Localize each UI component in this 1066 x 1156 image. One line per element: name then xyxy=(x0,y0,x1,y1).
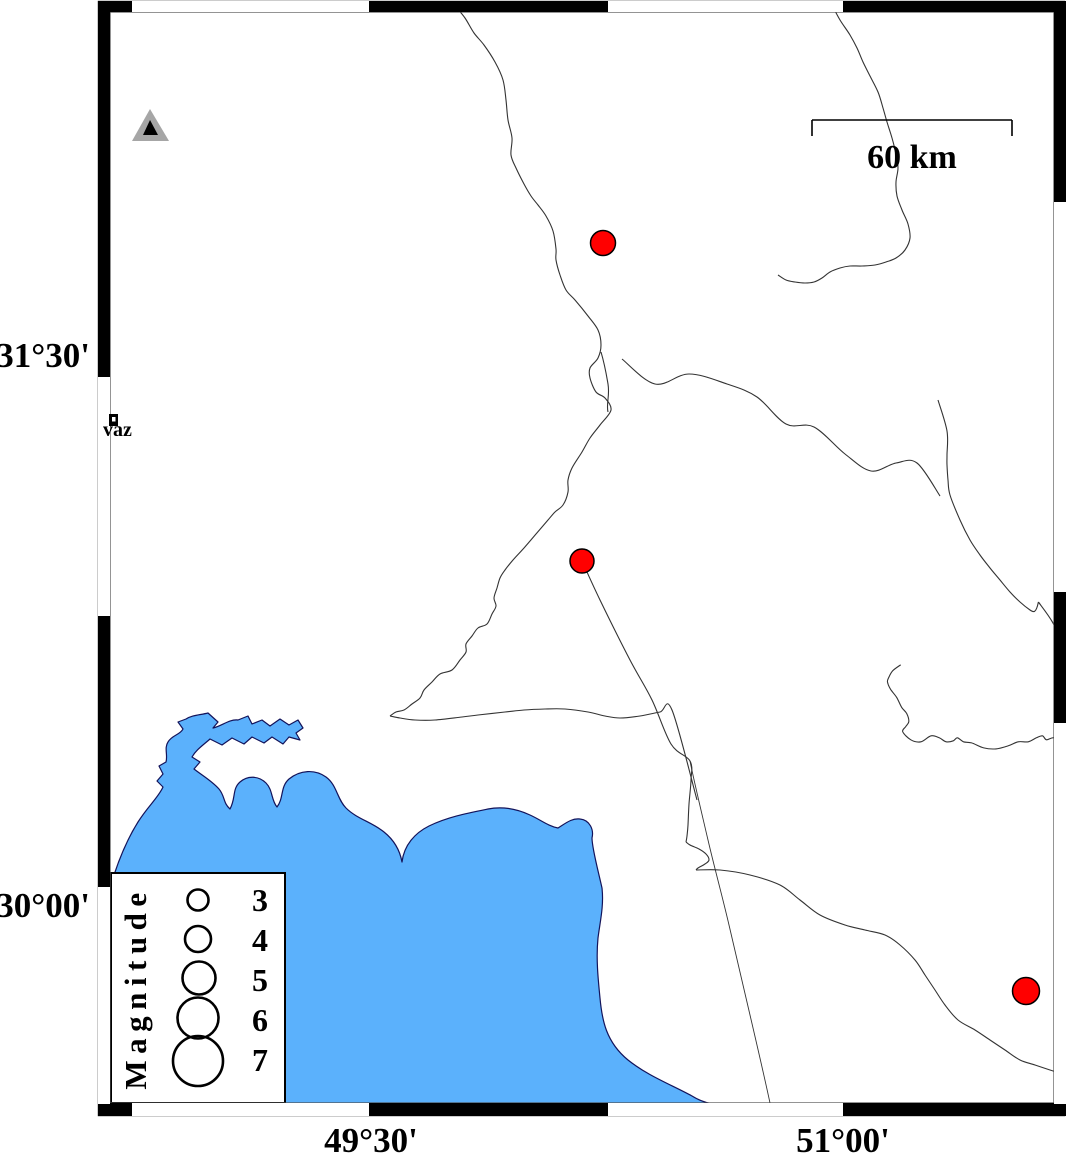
svg-text:49°30': 49°30' xyxy=(324,1121,418,1156)
svg-text:3: 3 xyxy=(252,882,268,918)
svg-text:5: 5 xyxy=(252,962,268,998)
svg-text:60 km: 60 km xyxy=(867,139,957,176)
svg-text:7: 7 xyxy=(252,1042,268,1078)
svg-text:51°00': 51°00' xyxy=(796,1121,890,1156)
svg-text:30°00': 30°00' xyxy=(0,886,90,925)
svg-text:4: 4 xyxy=(252,922,268,958)
svg-text:6: 6 xyxy=(252,1002,268,1038)
svg-text:31°30': 31°30' xyxy=(0,336,90,375)
svg-text:vaz: vaz xyxy=(103,419,132,441)
svg-text:Magnitude: Magnitude xyxy=(118,886,153,1089)
